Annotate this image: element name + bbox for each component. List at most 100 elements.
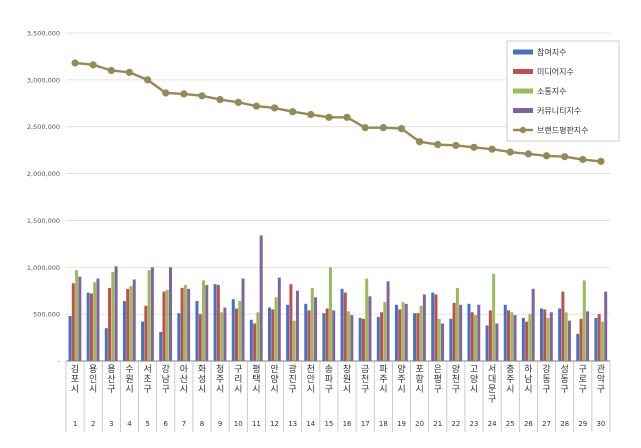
bar-참여지수: [485, 325, 489, 361]
bar-미디어지수: [198, 314, 202, 361]
bar-커뮤니티지수: [314, 297, 318, 361]
bar-커뮤니티지수: [586, 311, 590, 361]
line-point: [506, 148, 514, 156]
bar-소통지수: [328, 267, 332, 361]
legend-swatch: [513, 108, 533, 113]
x-rank-label: 12: [270, 420, 279, 428]
y-tick-label: 1,000,000: [27, 264, 60, 272]
bar-소통지수: [510, 312, 514, 361]
legend-swatch: [513, 49, 533, 55]
x-rank-label: 25: [506, 420, 515, 428]
x-rank-label: 27: [542, 420, 551, 428]
bar-참여지수: [467, 303, 471, 361]
line-point: [216, 95, 224, 104]
bar-커뮤니티지수: [277, 277, 281, 361]
bar-소통지수: [256, 312, 260, 361]
line-point: [270, 104, 279, 112]
bar-참여지수: [249, 319, 253, 361]
bar-소통지수: [274, 297, 278, 361]
x-rank-label: 28: [560, 420, 569, 428]
bar-미디어지수: [434, 294, 438, 361]
line-point: [343, 113, 351, 121]
y-tick-label: 500,000: [33, 311, 60, 319]
bar-미디어지수: [108, 287, 112, 361]
bar-소통지수: [310, 287, 314, 361]
legend-swatch: [513, 69, 533, 74]
line-point: [180, 90, 188, 98]
bar-미디어지수: [507, 310, 510, 361]
bar-소통지수: [546, 317, 550, 361]
bar-커뮤니티지수: [477, 304, 481, 361]
bar-미디어지수: [361, 318, 365, 361]
line-point: [307, 110, 315, 119]
bar-소통지수: [238, 301, 242, 361]
x-rank-label: 6: [163, 420, 168, 428]
y-tick-label: 1,500,000: [27, 217, 60, 225]
line-point: [379, 124, 387, 132]
bar-커뮤니티지수: [441, 323, 444, 361]
line-point: [234, 98, 242, 106]
x-rank-label: 1: [73, 420, 77, 428]
bar-미디어지수: [89, 293, 93, 361]
line-point: [416, 138, 424, 146]
y-tick-label: 3,500,000: [27, 30, 60, 38]
bar-참여지수: [213, 284, 217, 361]
x-rank-label: 4: [127, 420, 132, 428]
bar-미디어지수: [416, 313, 420, 361]
x-rank-label: 19: [397, 420, 406, 428]
bar-커뮤니티지수: [96, 278, 100, 361]
legend-label: 커뮤니티지수: [537, 106, 581, 116]
bar-미디어지수: [307, 310, 311, 361]
bar-커뮤니티지수: [549, 312, 553, 361]
y-tick-label: -: [58, 358, 61, 366]
line-point: [579, 155, 587, 164]
bar-참여지수: [159, 331, 163, 361]
bar-참여지수: [413, 313, 417, 361]
bar-참여지수: [286, 304, 290, 361]
bar-소통지수: [419, 305, 423, 361]
bar-미디어지수: [126, 288, 130, 361]
line-point: [89, 61, 97, 69]
bar-참여지수: [122, 301, 126, 361]
line-point: [561, 153, 569, 161]
bar-참여지수: [68, 316, 72, 361]
axes: [65, 360, 611, 432]
bar-참여지수: [503, 304, 507, 361]
x-rank-label: 8: [200, 420, 204, 428]
bar-커뮤니티지수: [422, 294, 426, 361]
bar-미디어지수: [144, 305, 148, 361]
x-rank-label: 10: [234, 420, 243, 428]
bar-커뮤니티지수: [332, 310, 336, 361]
bar-참여지수: [376, 316, 380, 361]
bar-참여지수: [558, 308, 562, 361]
bar-참여지수: [268, 307, 272, 361]
x-rank-label: 13: [288, 420, 297, 428]
bar-미디어지수: [71, 283, 75, 361]
bar-소통지수: [147, 270, 151, 361]
bar-소통지수: [528, 314, 532, 361]
x-rank-label: 5: [145, 420, 149, 428]
x-rank-label: 29: [578, 420, 587, 428]
line-point: [524, 150, 533, 158]
line-point: [107, 66, 115, 75]
bar-커뮤니티지수: [513, 315, 517, 361]
line-point: [397, 124, 406, 133]
bar-커뮤니티지수: [350, 315, 354, 361]
y-tick-label: 2,500,000: [27, 123, 60, 131]
line-point: [452, 141, 460, 150]
bar-미디어지수: [235, 308, 238, 361]
line-point: [434, 140, 442, 149]
brand-index-line: [71, 59, 605, 165]
